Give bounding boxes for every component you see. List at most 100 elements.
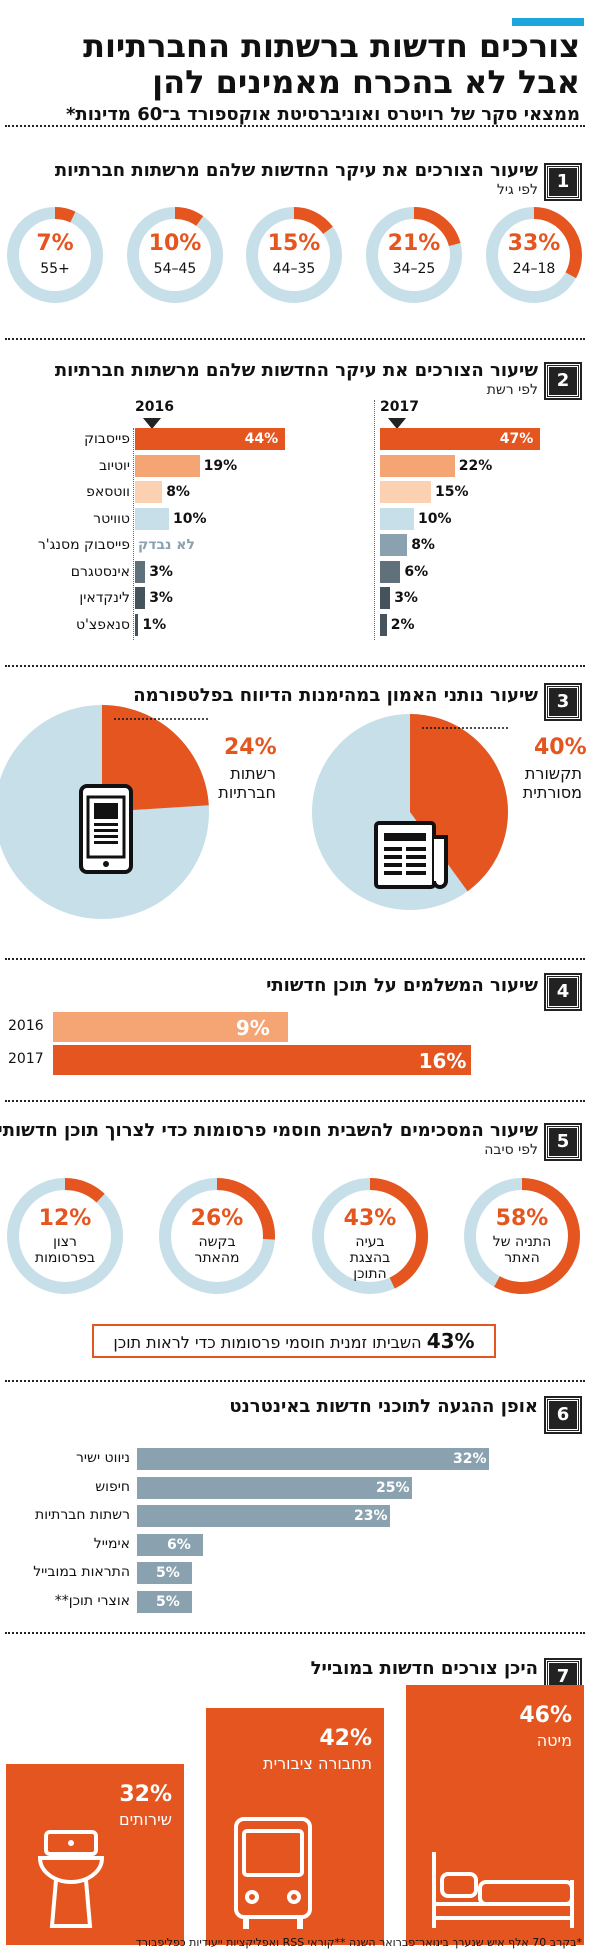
age-donut-ring [7,207,103,303]
reason-donut: 43% בעיה בהצגת התוכן [310,1176,430,1296]
section-number-5: 5 [544,1123,582,1161]
access-bar [137,1562,192,1584]
reason-donut-pct: 43% [343,1206,397,1231]
network-category-label: טוויטר [93,510,130,527]
reason-donut-ring [312,1178,428,1294]
network-category-label: לינקדאין [79,590,130,606]
age-donut-label: 34–25 [392,261,436,277]
bus-icon [234,1817,312,1929]
bar-2016-value: 44% [244,431,279,447]
section-divider [5,338,585,340]
donut-arc [533,207,582,279]
network-category-label: אינסטגרם [70,563,130,580]
bar-2016 [135,587,146,609]
pie-traditional-label: תקשורת מסורתית [522,764,582,802]
mobile-location-label: מיטה [536,1731,572,1751]
bar-2016 [135,481,163,503]
age-donut: 33% 24–18 [484,205,584,305]
age-donut-ring [127,207,223,303]
section-2-title: שיעור הצורכים את עיקר החדשות שלהם מרשתות… [54,360,538,381]
access-bar-value: 6% [167,1536,191,1553]
access-category-label: חיפוש [95,1478,130,1495]
bar-2017-value: 3% [394,590,418,606]
bar-2017-value: 15% [435,484,469,500]
reason-donut-label: בקשה מהאתר [194,1234,240,1266]
toilet-icon [37,1830,105,1928]
paying-bar [53,1045,471,1075]
donut-arc [64,1178,105,1203]
access-category-label: ניווט ישיר [76,1450,130,1466]
access-bar-value: 5% [156,1565,180,1581]
age-donut-pct: 21% [387,231,441,256]
page-subtitle: ממצאי סקר של רויטרס ואוניברסיטת אוקספורד… [65,104,580,125]
pie-social-label: רשתות חברתיות [218,764,276,802]
year-marker-2017 [388,418,406,429]
donut-arc [413,207,461,247]
bar-2016-value: 19% [203,457,238,474]
access-bar [137,1590,192,1613]
donut-arc [369,1178,428,1289]
bar-2016-value: 3% [149,563,173,580]
section-1-subtitle: לפי גיל [496,182,538,198]
bar-2017-value: 47% [499,431,534,447]
adblock-note-text: השביתו זמנית חוסמי פרסומות כדי לראות תוכ… [113,1333,422,1352]
bar-2016 [135,428,285,450]
mobile-location-pct: 46% [519,1703,572,1729]
reason-donut: 12% רצון בפרסומות [5,1176,125,1296]
age-donut: 7% 55+ [5,205,105,305]
bar-2017 [380,587,391,609]
access-bar-value: 25% [376,1479,410,1496]
network-category-label: ווטסאפ [86,484,130,500]
year-label: 2017 [8,1051,44,1067]
reason-donut-label: התניה של האתר [492,1234,552,1266]
footnote: *בקרב 70 אלף איש שנערך בינואר־פברואר השנ… [135,1936,582,1949]
bar-2017 [380,428,540,450]
year-label-2017: 2017 [380,399,419,415]
bar-2017 [380,481,431,503]
donut-arc [293,207,333,235]
bar-2016-value: 3% [149,590,173,606]
mobile-location-label: שירותים [118,1810,172,1830]
pie-traditional-pct: 40% [534,735,587,760]
age-donut-pct: 33% [507,231,561,256]
reason-donut-ring [7,1178,123,1294]
section-3-title: שיעור נותני האמון במהימנות הדיווח בפלטפו… [133,685,538,706]
bar-2016-value: 1% [142,616,167,633]
pie-slice [410,714,508,892]
age-donut-ring [366,207,462,303]
bar-2016 [135,560,146,583]
section-number-2: 2 [544,362,582,400]
section-7-title: היכן צורכים חדשות במובייל [310,1658,538,1679]
age-donut: 10% 54–45 [125,205,225,305]
access-bar-value: 23% [354,1508,388,1524]
newspaper-icon [374,821,448,889]
donut-arc [54,207,76,223]
network-category-label: פייסבוק [84,431,130,447]
year-label-2016: 2016 [135,399,174,415]
bar-2017 [380,613,387,636]
reason-donut-label: בעיה בהצגת התוכן [349,1234,391,1282]
year-marker-2016 [143,418,161,429]
bar-2017 [380,507,414,530]
bar-2016-value: 8% [166,484,190,500]
bar-2016 [135,454,200,477]
access-category-label: אוצרי תוכן** [54,1592,130,1609]
access-category-label: אימייל [93,1535,130,1552]
age-donut: 15% 44–35 [244,205,344,305]
bar-2017-value: 6% [404,563,429,580]
bar-2017-value: 10% [418,510,452,527]
section-5-title: שיעור המסכימים להשבית חוסמי פרסומות כדי … [0,1120,538,1141]
reason-donut-pct: 58% [495,1206,549,1231]
access-bar [137,1448,489,1470]
access-category-label: רשתות חברתיות [35,1507,130,1523]
network-category-label: סנאפצ'ט [75,616,130,633]
adblock-note-value: 43% [426,1329,475,1353]
age-donut-label: 24–18 [512,261,556,277]
section-number-4: 4 [544,973,582,1011]
bar-2016 [135,613,139,636]
bar-2017-value: 8% [411,537,435,553]
age-donut-label: 44–35 [272,261,316,277]
tablet-icon [79,784,133,874]
donut-arc [216,1178,275,1240]
access-bar [137,1533,203,1556]
